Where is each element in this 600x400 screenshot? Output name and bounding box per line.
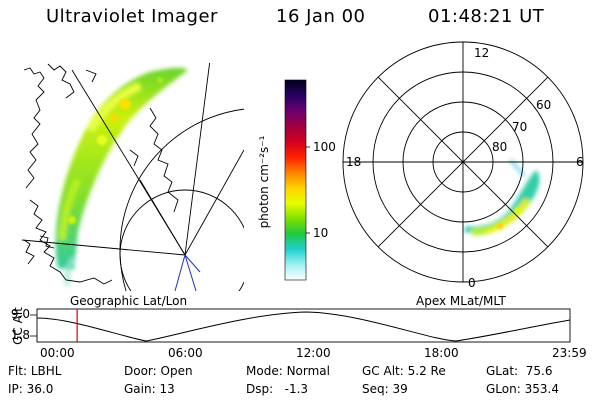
geographic-caption: Geographic Lat/Lon xyxy=(70,294,188,308)
dsp-label: Dsp: xyxy=(246,382,274,396)
geographic-map xyxy=(22,63,244,291)
sun-direction-marker xyxy=(174,254,201,291)
time-label: 01:48:21 UT xyxy=(428,6,545,27)
status-glat: GLat: 75.6 xyxy=(486,364,552,378)
mode-label: Mode: xyxy=(246,364,283,378)
glat-value: 75.6 xyxy=(525,364,553,378)
glon-value: 353.4 xyxy=(524,382,559,396)
mlat-label-60: 60 xyxy=(536,98,552,112)
altitude-curve xyxy=(36,311,571,342)
status-door: Door: Open xyxy=(124,364,193,378)
door-value: Open xyxy=(160,364,193,378)
colorbar-tick-10: 10 xyxy=(313,226,329,240)
gcalt-value: 5.2 Re xyxy=(407,364,446,378)
instrument-title: Ultraviolet Imager xyxy=(46,6,218,27)
seq-label: Seq: xyxy=(362,382,389,396)
timeline-xtick-2359: 23:59 xyxy=(552,346,587,360)
glat-label: GLat: xyxy=(486,364,519,378)
timeline-ytick-low: 1.8 xyxy=(10,328,30,342)
ip-value: 36.0 xyxy=(26,382,54,396)
coastlines xyxy=(23,63,179,285)
colorbar-ticks xyxy=(306,146,310,234)
colorbar xyxy=(284,79,307,281)
mlt-label-0: 0 xyxy=(468,276,476,290)
mlt-label-6: 6 xyxy=(576,155,584,169)
timeline-xtick-1800: 18:00 xyxy=(424,346,459,360)
gain-label: Gain: xyxy=(124,382,156,396)
status-seq: Seq: 39 xyxy=(362,382,408,396)
status-dsp: Dsp: -1.3 xyxy=(246,382,308,396)
status-gcalt: GC Alt: 5.2 Re xyxy=(362,364,446,378)
status-mode: Mode: Normal xyxy=(246,364,330,378)
filter-label: Flt: xyxy=(8,364,27,378)
seq-value: 39 xyxy=(392,382,408,396)
timeline-xtick-0000: 00:00 xyxy=(40,346,75,360)
mlt-label-18: 18 xyxy=(346,155,362,169)
status-filter: Flt: LBHL xyxy=(8,364,61,378)
dsp-value: -1.3 xyxy=(284,382,309,396)
status-ip: IP: 36.0 xyxy=(8,382,53,396)
gain-value: 13 xyxy=(159,382,175,396)
mlt-label-12: 12 xyxy=(474,46,490,60)
colorbar-unit-label: photon cm⁻²s⁻¹ xyxy=(257,135,271,229)
status-glon: GLon: 353.4 xyxy=(486,382,559,396)
status-gain: Gain: 13 xyxy=(124,382,175,396)
timeline-xtick-1200: 12:00 xyxy=(296,346,331,360)
filter-value: LBHL xyxy=(30,364,62,378)
graticule xyxy=(22,63,244,291)
apex-caption: Apex MLat/MLT xyxy=(416,294,506,308)
date-label: 16 Jan 00 xyxy=(276,6,366,27)
polar-grid xyxy=(342,41,584,283)
door-label: Door: xyxy=(124,364,157,378)
polar-map xyxy=(464,158,540,236)
gcalt-label: GC Alt: xyxy=(362,364,404,378)
mlat-label-70: 70 xyxy=(512,120,528,134)
ip-label: IP: xyxy=(8,382,23,396)
auroral-oval-polar xyxy=(464,158,540,236)
timeline-xtick-0600: 06:00 xyxy=(168,346,203,360)
mode-value: Normal xyxy=(286,364,330,378)
timeline-ytick-high: 9.0 xyxy=(10,307,30,321)
mlat-label-80: 80 xyxy=(492,140,508,154)
altitude-timeline xyxy=(30,308,571,343)
colorbar-tick-100: 100 xyxy=(313,140,336,154)
glon-label: GLon: xyxy=(486,382,521,396)
